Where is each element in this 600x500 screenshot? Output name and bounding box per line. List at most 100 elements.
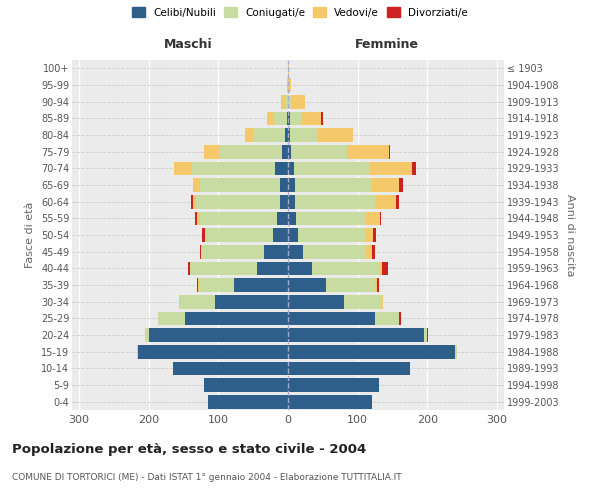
Bar (288, 178, 295, 192)
Bar (201, 245, 202, 258)
Bar (233, 278, 288, 292)
Bar (371, 178, 400, 192)
Bar (281, 95, 284, 108)
Bar (185, 312, 288, 325)
Bar (427, 328, 428, 342)
Bar (287, 78, 288, 92)
Bar (288, 395, 371, 408)
Bar (347, 145, 389, 158)
Bar (288, 278, 326, 292)
Y-axis label: Anni di nascita: Anni di nascita (565, 194, 575, 276)
Bar (208, 395, 288, 408)
Bar (253, 128, 284, 142)
Bar (288, 62, 289, 75)
Legend: Celibi/Nubili, Coniugati/e, Vedovi/e, Divorziati/e: Celibi/Nubili, Coniugati/e, Vedovi/e, Di… (130, 5, 470, 20)
Bar (380, 212, 382, 225)
Bar (137, 345, 138, 358)
Bar (267, 112, 274, 125)
Bar (288, 212, 296, 225)
Bar (295, 195, 375, 208)
Text: Maschi: Maschi (164, 38, 213, 52)
Bar (196, 212, 197, 225)
Bar (344, 295, 382, 308)
Bar (199, 278, 233, 292)
Bar (280, 195, 288, 208)
Bar (149, 328, 288, 342)
Bar (145, 328, 149, 342)
Text: Femmine: Femmine (355, 38, 419, 52)
Bar (365, 228, 373, 242)
Bar (265, 245, 288, 258)
Bar (288, 362, 410, 375)
Bar (274, 112, 287, 125)
Bar (375, 195, 396, 208)
Bar (288, 295, 344, 308)
Bar (455, 345, 457, 358)
Bar (288, 328, 424, 342)
Bar (192, 162, 275, 175)
Bar (295, 178, 371, 192)
Bar (293, 162, 370, 175)
Bar (202, 228, 205, 242)
Bar (288, 78, 292, 92)
Bar (288, 345, 455, 358)
Bar (400, 178, 403, 192)
Bar (158, 312, 185, 325)
Bar (292, 145, 347, 158)
Bar (287, 112, 288, 125)
Bar (284, 95, 288, 108)
Bar (288, 262, 313, 275)
Bar (284, 128, 288, 142)
Bar (205, 228, 206, 242)
Bar (379, 262, 382, 275)
Bar (193, 178, 200, 192)
Bar (275, 162, 288, 175)
Bar (396, 195, 400, 208)
Bar (220, 145, 283, 158)
Bar (288, 245, 304, 258)
Bar (288, 145, 292, 158)
Bar (272, 228, 288, 242)
Bar (191, 195, 193, 208)
Bar (301, 112, 322, 125)
Text: COMUNE DI TORTORICI (ME) - Dati ISTAT 1° gennaio 2004 - Elaborazione TUTTITALIA.: COMUNE DI TORTORICI (ME) - Dati ISTAT 1°… (12, 472, 401, 482)
Bar (288, 228, 298, 242)
Bar (322, 112, 323, 125)
Bar (202, 245, 265, 258)
Bar (245, 128, 253, 142)
Bar (173, 362, 288, 375)
Bar (175, 162, 192, 175)
Bar (193, 195, 196, 208)
Bar (313, 262, 379, 275)
Bar (200, 178, 280, 192)
Bar (318, 128, 353, 142)
Bar (188, 262, 190, 275)
Bar (371, 245, 375, 258)
Bar (366, 212, 380, 225)
Bar (290, 128, 318, 142)
Bar (304, 245, 366, 258)
Bar (292, 95, 305, 108)
Bar (197, 278, 198, 292)
Bar (382, 295, 383, 308)
Bar (198, 278, 199, 292)
Bar (373, 228, 376, 242)
Bar (138, 345, 288, 358)
Bar (180, 295, 215, 308)
Bar (205, 378, 288, 392)
Bar (283, 145, 288, 158)
Bar (179, 295, 180, 308)
Bar (215, 295, 288, 308)
Bar (288, 95, 292, 108)
Bar (290, 112, 301, 125)
Bar (370, 162, 412, 175)
Bar (205, 145, 220, 158)
Bar (288, 378, 379, 392)
Bar (400, 312, 401, 325)
Y-axis label: Fasce di età: Fasce di età (25, 202, 35, 268)
Bar (424, 328, 427, 342)
Bar (280, 178, 288, 192)
Bar (206, 228, 272, 242)
Bar (190, 262, 257, 275)
Bar (200, 212, 277, 225)
